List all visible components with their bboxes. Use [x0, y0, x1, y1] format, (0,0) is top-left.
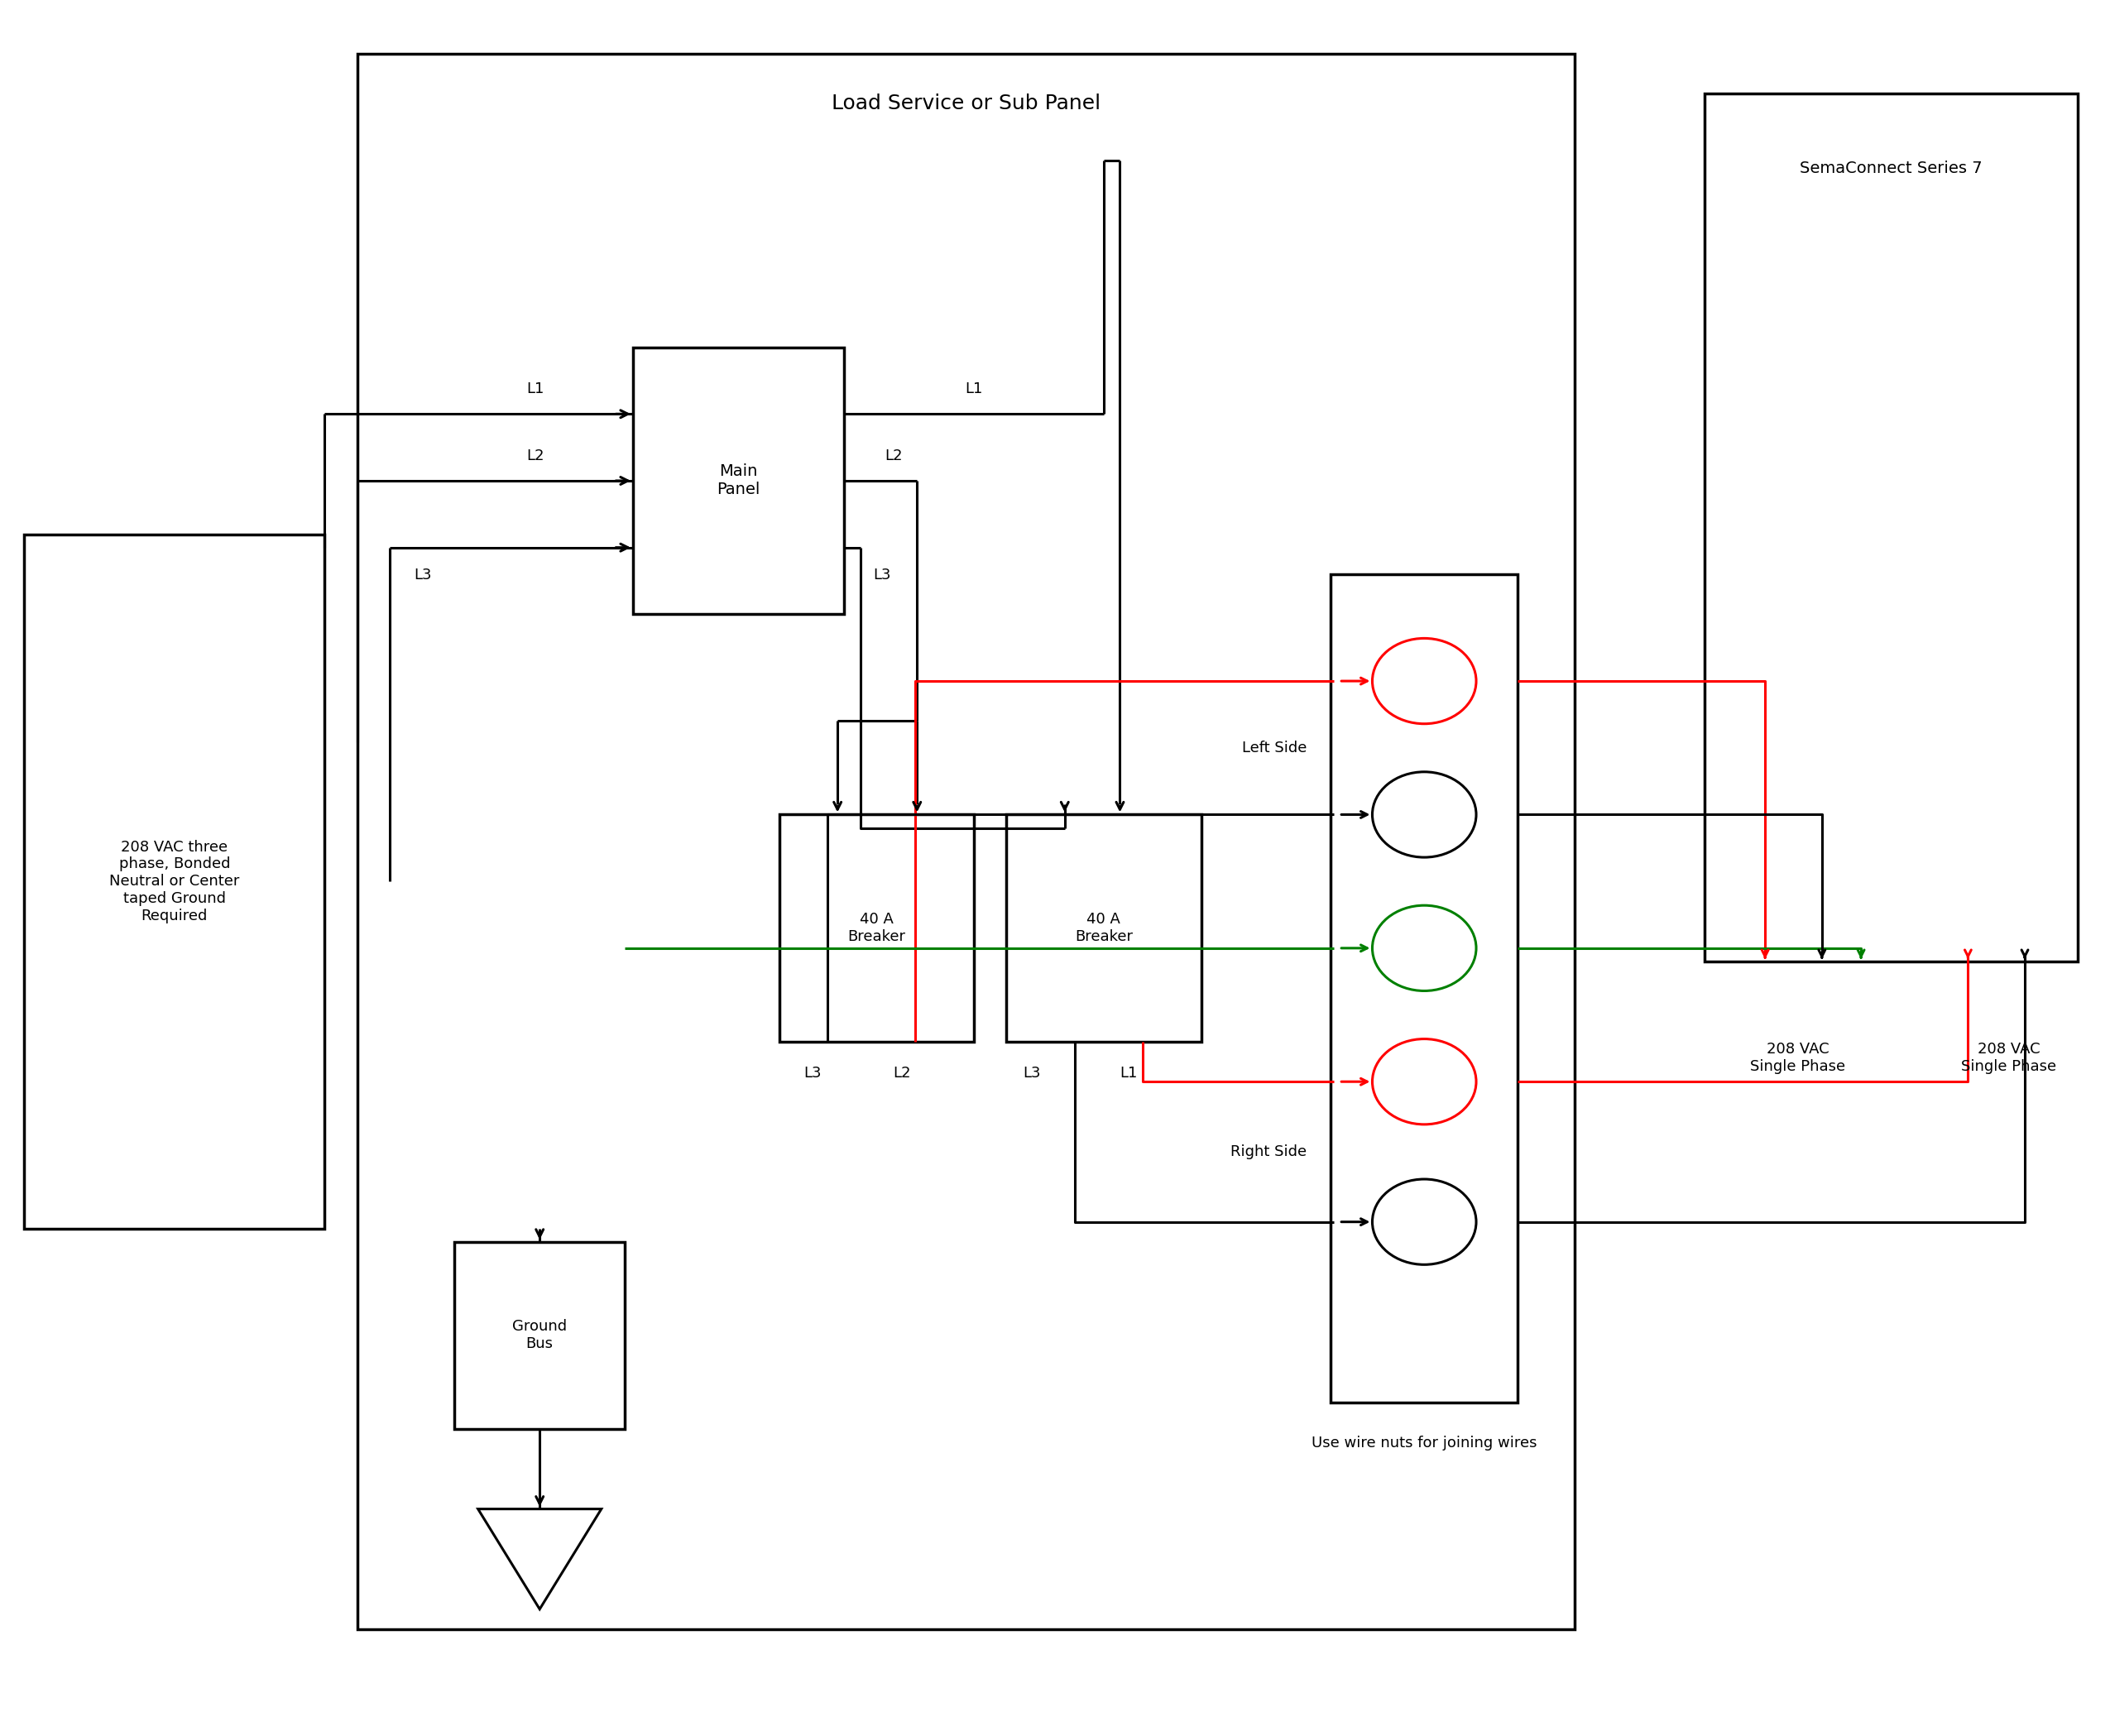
Text: L3: L3	[804, 1066, 821, 1080]
Text: L1: L1	[528, 382, 544, 396]
Text: 40 A
Breaker: 40 A Breaker	[848, 911, 905, 944]
Bar	[454, 1241, 625, 1429]
Text: L3: L3	[874, 568, 890, 583]
Bar	[779, 814, 975, 1042]
Text: L2: L2	[884, 448, 903, 464]
Text: L3: L3	[1023, 1066, 1040, 1080]
Text: L2: L2	[893, 1066, 912, 1080]
Bar	[633, 347, 844, 615]
Text: 40 A
Breaker: 40 A Breaker	[1074, 911, 1133, 944]
Text: L3: L3	[414, 568, 433, 583]
Bar	[25, 535, 325, 1229]
Text: 208 VAC three
phase, Bonded
Neutral or Center
taped Ground
Required: 208 VAC three phase, Bonded Neutral or C…	[110, 840, 241, 924]
Text: 208 VAC
Single Phase: 208 VAC Single Phase	[1960, 1042, 2055, 1073]
Bar	[1331, 575, 1517, 1403]
Text: Use wire nuts for joining wires: Use wire nuts for joining wires	[1312, 1436, 1536, 1451]
Bar	[1006, 814, 1201, 1042]
Text: L1: L1	[1120, 1066, 1137, 1080]
Text: Load Service or Sub Panel: Load Service or Sub Panel	[831, 94, 1099, 113]
Text: L2: L2	[528, 448, 544, 464]
Bar	[357, 54, 1574, 1628]
Circle shape	[1372, 1179, 1477, 1264]
Text: Left Side: Left Side	[1241, 740, 1306, 755]
Circle shape	[1372, 906, 1477, 991]
Text: SemaConnect Series 7: SemaConnect Series 7	[1800, 160, 1981, 175]
Circle shape	[1372, 639, 1477, 724]
Circle shape	[1372, 1038, 1477, 1125]
Polygon shape	[479, 1509, 601, 1609]
Text: L1: L1	[964, 382, 983, 396]
Text: Ground
Bus: Ground Bus	[513, 1319, 568, 1351]
Text: 208 VAC
Single Phase: 208 VAC Single Phase	[1749, 1042, 1844, 1073]
Text: Main
Panel: Main Panel	[717, 464, 760, 498]
Circle shape	[1372, 773, 1477, 858]
Text: Right Side: Right Side	[1230, 1144, 1306, 1160]
Bar	[1705, 94, 2078, 962]
